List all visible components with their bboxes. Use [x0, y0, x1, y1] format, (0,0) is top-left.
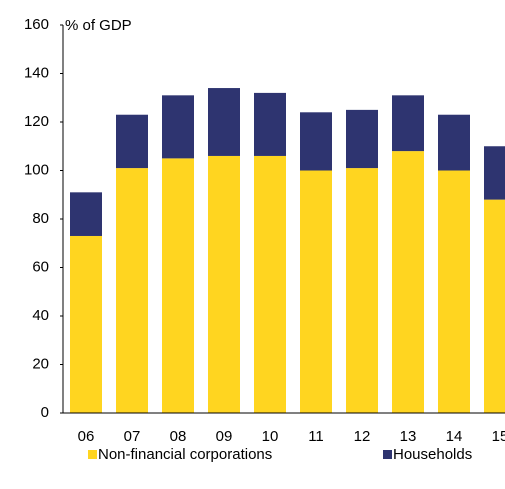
x-tick-label: 10 — [262, 428, 279, 445]
y-tick-label: 140 — [24, 64, 49, 81]
bar-segment — [208, 88, 240, 156]
y-axis-label: % of GDP — [65, 17, 132, 34]
bar-segment — [438, 114, 470, 171]
legend-label: Non-financial corporations — [98, 446, 272, 463]
bar-segment — [116, 114, 148, 169]
bar-segment — [162, 95, 194, 159]
bar-segment — [392, 151, 424, 413]
x-tick-label: 15 — [492, 428, 505, 445]
bar-segment — [70, 235, 102, 413]
bar-segment — [438, 170, 470, 413]
bar-segment — [300, 112, 332, 171]
bar-segment — [346, 109, 378, 169]
x-tick-label: 12 — [354, 428, 371, 445]
bar-segment — [254, 155, 286, 413]
legend-swatch — [383, 450, 392, 459]
legend-swatch — [88, 450, 97, 459]
x-tick-label: 14 — [446, 428, 463, 445]
bar-segment — [254, 92, 286, 156]
y-tick-label: 60 — [32, 258, 49, 275]
bar-segment — [70, 192, 102, 236]
bar-segment — [162, 158, 194, 413]
y-tick-label: 160 — [24, 16, 49, 33]
bar-segment — [346, 168, 378, 413]
y-tick-label: 20 — [32, 355, 49, 372]
x-tick-label: 13 — [400, 428, 417, 445]
x-tick-label: 07 — [124, 428, 141, 445]
bar-segment — [300, 170, 332, 413]
bar-segment — [484, 199, 505, 413]
bar-segment — [392, 95, 424, 152]
bar-segment — [484, 146, 505, 200]
legend-label: Households — [393, 446, 472, 463]
y-tick-label: 40 — [32, 307, 49, 324]
bar-segment — [208, 155, 240, 413]
y-tick-label: 80 — [32, 210, 49, 227]
x-tick-label: 06 — [78, 428, 95, 445]
x-tick-label: 11 — [308, 428, 324, 445]
y-tick-label: 100 — [24, 161, 49, 178]
y-tick-label: 120 — [24, 113, 49, 130]
bar-segment — [116, 168, 148, 413]
y-tick-label: 0 — [41, 404, 49, 421]
x-tick-label: 09 — [216, 428, 233, 445]
x-tick-label: 08 — [170, 428, 187, 445]
